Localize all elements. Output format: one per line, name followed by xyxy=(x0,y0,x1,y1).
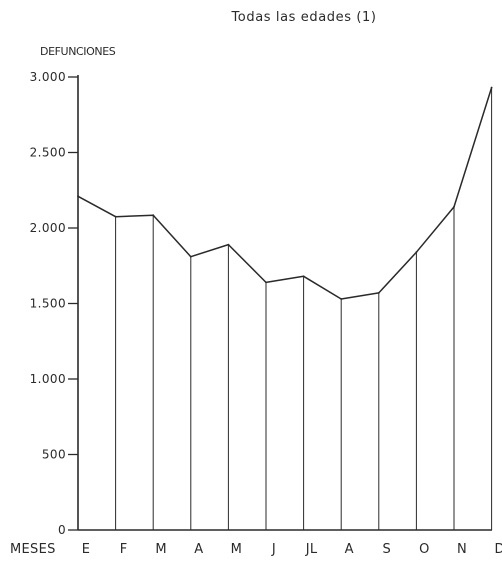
drop-lines xyxy=(115,87,493,530)
data-point xyxy=(114,215,117,218)
x-tick-label: A xyxy=(345,542,354,557)
y-tick-label: 500 xyxy=(42,448,66,462)
data-point xyxy=(265,281,267,284)
y-tick-label: 1.000 xyxy=(30,372,66,386)
x-tick-labels: E F M A M J JL A S O N D xyxy=(82,542,502,557)
x-tick-label: A xyxy=(194,542,203,557)
x-tick-label: JL xyxy=(305,542,318,557)
x-tick-label: O xyxy=(419,542,430,557)
data-point xyxy=(377,292,380,294)
x-tick-label: F xyxy=(120,542,128,557)
data-point xyxy=(340,298,343,300)
series-polyline xyxy=(77,87,493,300)
data-point xyxy=(415,251,418,254)
x-tick-label: J xyxy=(271,542,276,557)
y-tick-label: 1.500 xyxy=(30,297,66,311)
data-point xyxy=(302,275,305,278)
y-tick-label: 2.500 xyxy=(30,146,66,160)
chart-title: Todas las edades (1) xyxy=(230,10,376,25)
series-line xyxy=(77,86,493,300)
x-tick-label: N xyxy=(457,542,467,557)
x-tick-label: E xyxy=(82,542,91,557)
data-point xyxy=(77,195,79,198)
data-point xyxy=(189,255,192,258)
y-tick-label: 2.000 xyxy=(30,221,66,235)
x-tick-label: S xyxy=(383,542,392,557)
x-tick-label: D xyxy=(494,542,502,557)
y-axis-label: DEFUNCIONES xyxy=(40,45,116,58)
y-ticks: 0 500 1.000 1.500 2.000 2.500 3.000 xyxy=(30,70,78,537)
y-tick-label: 0 xyxy=(58,523,66,537)
x-tick-label: M xyxy=(231,542,243,557)
x-axis-label: MESES xyxy=(10,542,56,557)
x-tick-label: M xyxy=(155,542,167,557)
data-point xyxy=(453,205,455,208)
data-point xyxy=(152,214,155,217)
y-tick-label: 3.000 xyxy=(30,70,66,84)
data-point xyxy=(490,86,493,89)
data-point xyxy=(227,243,230,246)
